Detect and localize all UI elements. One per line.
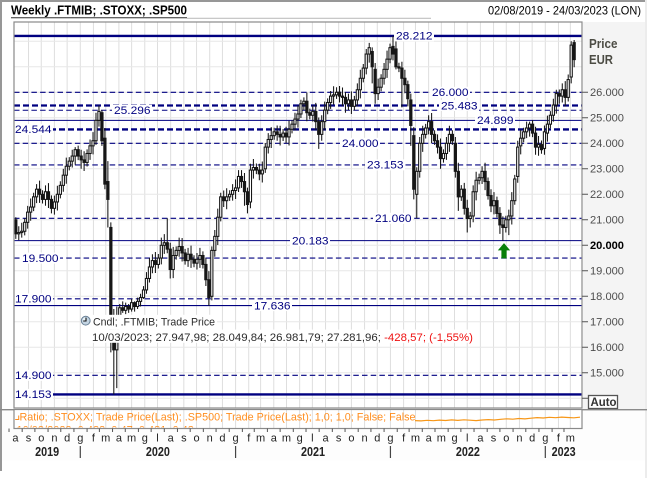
svg-text:26.000: 26.000	[432, 87, 469, 99]
svg-text:d: d	[64, 433, 70, 445]
svg-text:f: f	[557, 433, 561, 445]
svg-text:a: a	[12, 433, 19, 445]
svg-text:24.000: 24.000	[590, 138, 624, 150]
svg-text:14.900: 14.900	[15, 370, 52, 382]
svg-text:25.296: 25.296	[114, 105, 151, 117]
svg-text:g: g	[451, 433, 457, 445]
svg-text:02/08/2019 - 24/03/2023 (LON): 02/08/2019 - 24/03/2023 (LON)	[488, 5, 641, 18]
svg-text:23.153: 23.153	[367, 160, 404, 172]
svg-text:17.900: 17.900	[15, 294, 52, 306]
svg-text:20.000: 20.000	[590, 240, 624, 252]
svg-text:f: f	[247, 433, 251, 445]
svg-text:22.000: 22.000	[590, 189, 624, 201]
svg-text:20.183: 20.183	[292, 235, 329, 247]
svg-text:n: n	[361, 433, 367, 445]
svg-text:s: s	[26, 433, 32, 445]
svg-text:EUR: EUR	[589, 53, 613, 67]
svg-text:Price: Price	[589, 37, 618, 51]
svg-text:2019: 2019	[35, 445, 59, 459]
svg-text:10/03/2023; 27.947,98; 28.049,: 10/03/2023; 27.947,98; 28.049,84; 26.981…	[92, 332, 473, 344]
svg-text:g: g	[542, 433, 548, 445]
svg-text:m: m	[437, 433, 446, 445]
svg-text:21.060: 21.060	[375, 213, 412, 225]
svg-text:m: m	[101, 433, 110, 445]
svg-text:15.000: 15.000	[590, 368, 624, 380]
svg-text:m: m	[282, 433, 291, 445]
svg-text:25.483: 25.483	[441, 100, 478, 112]
svg-text:o: o	[503, 433, 509, 445]
svg-text:Ratio; .STOXX; Trade Price(Las: Ratio; .STOXX; Trade Price(Last); .SP500…	[20, 412, 416, 424]
svg-text:2022: 2022	[456, 445, 480, 459]
svg-text:l: l	[466, 433, 468, 445]
svg-text:g: g	[77, 433, 83, 445]
svg-text:o: o	[348, 433, 354, 445]
svg-text:m: m	[256, 433, 265, 445]
svg-text:a: a	[426, 433, 433, 445]
svg-text:21.000: 21.000	[590, 215, 624, 227]
svg-text:s: s	[491, 433, 497, 445]
svg-text:a: a	[168, 433, 175, 445]
svg-text:2023: 2023	[552, 445, 576, 459]
svg-text:n: n	[51, 433, 57, 445]
svg-text:Weekly .FTMIB; .STOXX; .SP500: Weekly .FTMIB; .STOXX; .SP500	[11, 4, 187, 18]
svg-text:18.000: 18.000	[590, 291, 624, 303]
svg-text:28.212: 28.212	[396, 31, 433, 43]
svg-text:2020: 2020	[146, 445, 170, 459]
svg-text:19.500: 19.500	[22, 253, 59, 265]
svg-text:o: o	[38, 433, 44, 445]
svg-text:a: a	[116, 433, 123, 445]
svg-text:m: m	[127, 433, 136, 445]
svg-text:23.000: 23.000	[590, 164, 624, 176]
svg-text:g: g	[233, 433, 239, 445]
svg-text:19.000: 19.000	[590, 266, 624, 278]
svg-text:g: g	[387, 433, 393, 445]
svg-text:n: n	[207, 433, 213, 445]
svg-text:l: l	[311, 433, 313, 445]
svg-text:10/03/2023; 0,483; 0,47; 0,481: 10/03/2023; 0,483; 0,47; 0,481; 0,48	[17, 425, 194, 437]
svg-text:s: s	[181, 433, 187, 445]
svg-text:Auto: Auto	[591, 395, 617, 409]
svg-text:s: s	[336, 433, 342, 445]
svg-text:g: g	[142, 433, 148, 445]
svg-text:16.000: 16.000	[590, 342, 624, 354]
svg-text:n: n	[516, 433, 522, 445]
svg-text:l: l	[156, 433, 158, 445]
svg-text:a: a	[322, 433, 329, 445]
svg-text:a: a	[477, 433, 484, 445]
svg-text:14.153: 14.153	[15, 389, 52, 401]
svg-text:o: o	[193, 433, 199, 445]
svg-text:17.000: 17.000	[590, 317, 624, 329]
svg-text:24.899: 24.899	[477, 115, 514, 127]
svg-text:d: d	[529, 433, 535, 445]
svg-text:m: m	[566, 433, 575, 445]
svg-text:24.544: 24.544	[15, 124, 52, 136]
svg-text:24.000: 24.000	[342, 138, 379, 150]
svg-text:a: a	[271, 433, 278, 445]
svg-text:m: m	[411, 433, 420, 445]
svg-text:g: g	[297, 433, 303, 445]
svg-text:25.000: 25.000	[590, 113, 624, 125]
svg-text:2021: 2021	[301, 445, 325, 459]
svg-text:26.000: 26.000	[590, 87, 624, 99]
svg-text:17.636: 17.636	[254, 300, 291, 312]
svg-text:Cndl; .FTMIB; Trade Price: Cndl; .FTMIB; Trade Price	[93, 317, 215, 329]
svg-text:d: d	[374, 433, 380, 445]
svg-text:f: f	[402, 433, 406, 445]
svg-text:f: f	[92, 433, 96, 445]
svg-text:d: d	[219, 433, 225, 445]
